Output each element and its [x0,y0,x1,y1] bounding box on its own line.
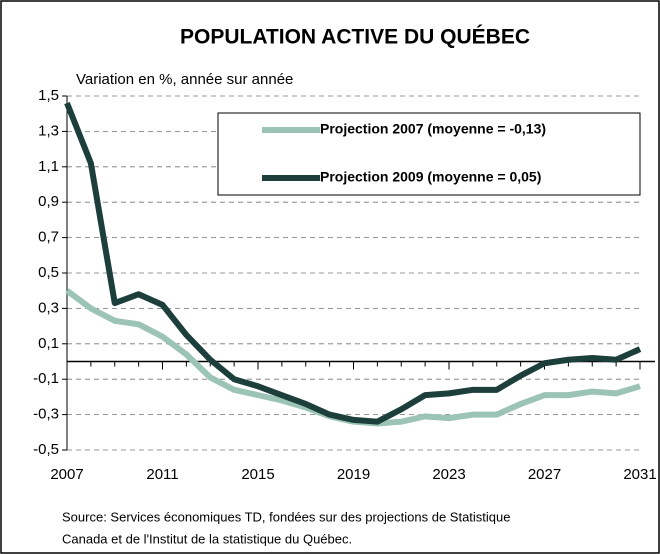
series-line [65,288,641,427]
y-tick-label: 0,5 [38,264,59,281]
x-tick-label: 2015 [241,466,274,483]
legend-box [217,112,641,196]
y-tick-label: -0,1 [33,370,59,387]
x-tick-label: 2023 [432,466,465,483]
y-tick-label: 1,5 [38,87,59,104]
legend-label: Projection 2007 (moyenne = -0,13) [320,121,546,137]
legend-label: Projection 2009 (moyenne = 0,05) [320,169,541,185]
y-tick-label: 1,3 [38,122,59,139]
x-tick-label: 2007 [50,466,83,483]
y-tick-label: -0,5 [33,441,59,458]
x-tick-label: 2011 [146,466,178,483]
source: Source: Services économiques TD, fondées… [62,509,511,524]
y-tick-label: 0,7 [38,229,59,246]
series-line [64,101,642,425]
y-tick-label: 1,1 [38,158,59,175]
chart-title: POPULATION ACTIVE DU QUÉBEC [180,26,530,49]
x-tick-label: 2031 [623,466,656,483]
source: Canada et de l'Institut de la statistiqu… [62,531,352,546]
y-tick-label: -0,3 [33,406,59,423]
x-tick-label: 2027 [528,466,561,483]
x-tick-label: 2019 [337,466,370,483]
y-tick-label: 0,1 [38,335,59,352]
y-tick-label: 0,9 [38,193,59,210]
y-tick-label: 0,3 [38,299,59,316]
subtitle: Variation en %, année sur année [76,71,293,88]
